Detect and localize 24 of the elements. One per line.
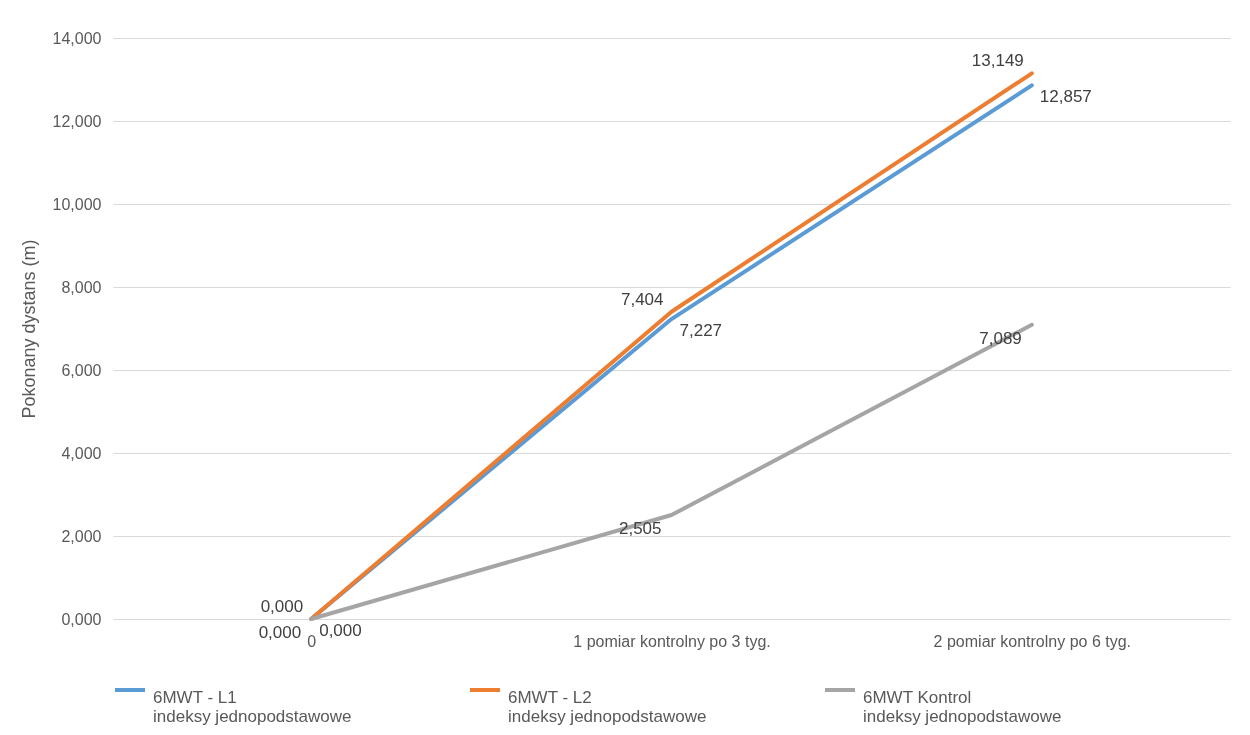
data-label: 7,404 xyxy=(620,289,664,309)
data-label: 0,000 xyxy=(260,597,304,616)
x-tick-label: 2 pomiar kontrolny po 6 tyg. xyxy=(933,632,1132,650)
y-axis-title: Pokonany dystans (m) xyxy=(18,239,39,419)
x-tick-label: 0 xyxy=(307,632,317,650)
y-tick-label: 4,000 xyxy=(61,444,102,462)
y-tick-label: 10,000 xyxy=(52,195,102,213)
y-tick-label: 0,000 xyxy=(61,610,102,628)
y-tick-label: 12,000 xyxy=(52,112,102,130)
data-label: 12,857 xyxy=(1039,87,1092,107)
y-tick-label: 2,000 xyxy=(61,527,102,545)
legend-label: 6MWT - L2 indeksy jednopodstawowe xyxy=(508,688,707,726)
y-tick-label: 14,000 xyxy=(52,29,102,47)
legend-label: 6MWT Kontrol indeksy jednopodstawowe xyxy=(863,688,1062,726)
data-label: 7,089 xyxy=(979,328,1022,348)
data-label: 13,149 xyxy=(971,51,1024,71)
data-label: 2,505 xyxy=(618,519,662,539)
y-tick-label: 8,000 xyxy=(61,278,102,296)
data-label: 0,000 xyxy=(319,621,362,640)
y-tick-label: 6,000 xyxy=(61,361,102,379)
data-label: 7,227 xyxy=(679,321,723,341)
legend-label: 6MWT - L1 indeksy jednopodstawowe xyxy=(153,688,352,726)
data-label: 0,000 xyxy=(258,623,302,642)
x-tick-label: 1 pomiar kontrolny po 3 tyg. xyxy=(573,632,771,650)
